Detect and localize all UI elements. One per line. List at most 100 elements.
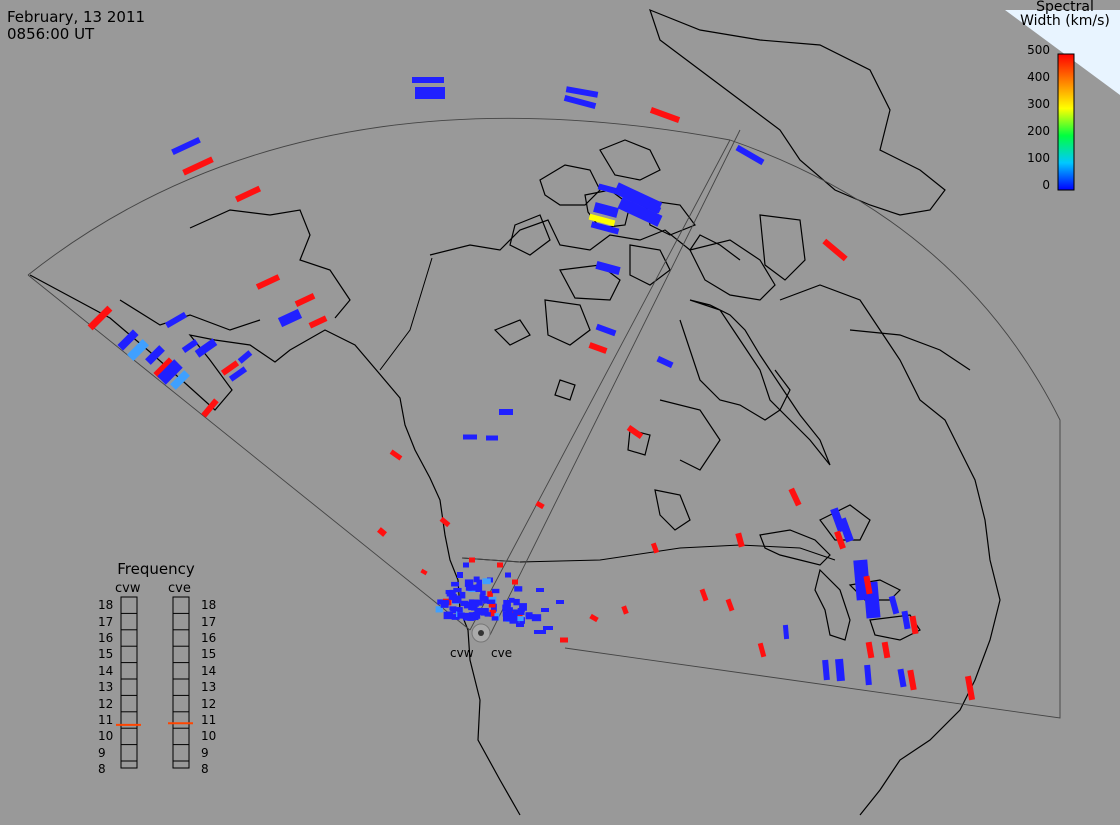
echo-cell	[463, 601, 471, 609]
echo-cell	[460, 591, 466, 599]
echo-cell	[502, 615, 511, 622]
echo-cell	[638, 198, 662, 214]
echo-cell	[863, 575, 873, 595]
frequency-scale-label: 15	[201, 647, 217, 662]
frequency-scale-label: 18	[201, 598, 217, 613]
echo-cell	[420, 568, 428, 576]
time-label: 0856:00 UT	[7, 25, 95, 43]
frequency-scale-label: 12	[98, 696, 114, 711]
frequency-scale-label: 15	[98, 647, 114, 662]
frequency-scale-label: 13	[98, 680, 114, 695]
echo-cell	[595, 261, 621, 275]
echo-cell	[543, 626, 553, 630]
echo-cell	[234, 185, 262, 203]
echo-cell	[472, 611, 481, 619]
frequency-scale-label: 8	[201, 762, 209, 777]
frequency-scale-label: 9	[201, 745, 209, 760]
frequency-scale-label: 11	[201, 713, 217, 727]
echo-cell	[535, 500, 545, 510]
echo-cell	[389, 449, 403, 461]
echo-cells	[87, 77, 976, 701]
echo-cell	[838, 517, 854, 543]
colorbar-tick: 100	[1027, 151, 1050, 165]
echo-cell	[487, 591, 493, 597]
echo-cell	[153, 357, 175, 379]
frequency-scale-label: 10	[201, 729, 217, 744]
echo-cell	[476, 579, 482, 586]
echo-cell	[294, 293, 316, 307]
echo-cell	[502, 611, 509, 617]
echo-cell	[457, 607, 463, 613]
echo-cell	[228, 366, 248, 382]
gauge-cve	[172, 596, 190, 769]
echo-cell	[87, 305, 113, 331]
echo-cell	[516, 623, 524, 627]
echo-cell	[509, 617, 519, 624]
echo-cell	[308, 315, 328, 329]
echo-cell	[451, 614, 460, 620]
frequency-scale-label: 14	[98, 663, 114, 678]
echo-cell	[897, 668, 907, 688]
echo-cell	[517, 616, 524, 622]
echo-cell	[503, 599, 511, 607]
echo-cell	[519, 603, 527, 611]
echo-cell	[491, 616, 499, 621]
echo-cell	[451, 581, 460, 587]
echo-cell	[864, 664, 872, 686]
echo-cell	[835, 658, 845, 682]
echo-cell	[512, 579, 518, 585]
echo-cell	[514, 586, 523, 592]
echo-cell	[788, 487, 802, 507]
frequency-gauges	[116, 596, 193, 769]
echo-cell	[508, 612, 518, 619]
echo-cell	[822, 238, 848, 262]
colorbar-tick: 0	[1042, 178, 1050, 192]
echo-cell	[782, 624, 790, 640]
echo-cell	[446, 591, 456, 597]
frequency-scale-label: 13	[201, 680, 217, 695]
echo-cell	[164, 311, 188, 329]
colorbar-tick: 400	[1027, 70, 1050, 84]
echo-cell	[483, 595, 489, 604]
echo-cell	[171, 136, 201, 156]
gauge-cvw	[120, 596, 138, 769]
echo-cell	[450, 607, 459, 612]
frequency-radar-cvw: cvw	[115, 581, 141, 596]
echo-cell	[649, 107, 681, 123]
echo-cell	[194, 338, 218, 358]
frequency-scale-label: 8	[98, 762, 106, 777]
site-label-cvw: cvw	[450, 646, 474, 660]
echo-cell	[964, 675, 976, 701]
echo-cell	[488, 603, 496, 608]
colorbar-title-line2: Width (km/s)	[1020, 13, 1110, 29]
echo-cell	[735, 532, 745, 548]
echo-cell	[451, 595, 462, 604]
frequency-scale-label: 17	[98, 614, 114, 629]
colorbar-tick: 200	[1027, 124, 1050, 138]
echo-cell	[468, 603, 476, 611]
echo-cell	[556, 600, 564, 604]
echo-cell	[453, 587, 462, 593]
echo-cell	[170, 370, 190, 390]
frequency-scale-label: 18	[98, 598, 114, 613]
echo-cell	[201, 398, 219, 418]
echo-cell	[590, 221, 620, 235]
coastlines	[29, 8, 1001, 816]
echo-cell	[588, 342, 608, 354]
echo-cell	[117, 329, 139, 351]
echo-cell	[467, 584, 477, 591]
echo-cell	[888, 595, 900, 615]
echo-cell	[505, 572, 511, 578]
echo-cell	[463, 612, 471, 621]
colorbar	[1057, 53, 1075, 191]
echo-cell	[563, 94, 597, 110]
echo-cell	[513, 609, 519, 615]
echo-cell	[465, 583, 472, 591]
echo-cell	[656, 355, 674, 369]
frequency-scale-label: 9	[98, 745, 106, 760]
frequency-scale-label: 16	[201, 631, 217, 645]
echo-cell	[881, 641, 891, 659]
colorbar-title: Spectral Width (km/s)	[1010, 0, 1120, 28]
